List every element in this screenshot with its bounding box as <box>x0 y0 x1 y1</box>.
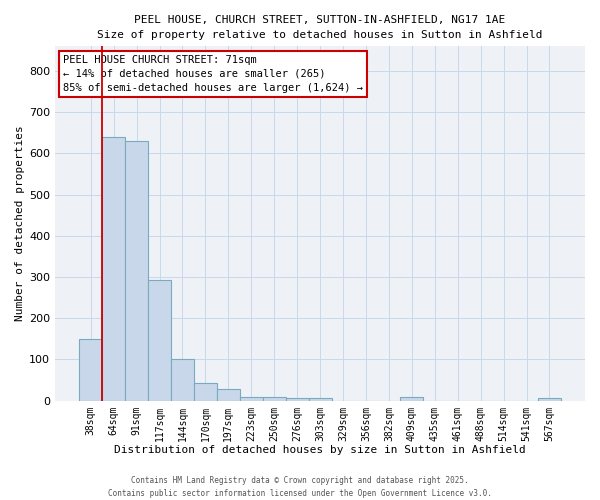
Bar <box>217 389 240 400</box>
Title: PEEL HOUSE, CHURCH STREET, SUTTON-IN-ASHFIELD, NG17 1AE
Size of property relativ: PEEL HOUSE, CHURCH STREET, SUTTON-IN-ASH… <box>97 15 543 40</box>
X-axis label: Distribution of detached houses by size in Sutton in Ashfield: Distribution of detached houses by size … <box>114 445 526 455</box>
Bar <box>286 398 308 400</box>
Bar <box>194 383 217 400</box>
Bar <box>148 280 171 400</box>
Text: Contains HM Land Registry data © Crown copyright and database right 2025.
Contai: Contains HM Land Registry data © Crown c… <box>108 476 492 498</box>
Bar <box>263 396 286 400</box>
Bar <box>171 358 194 401</box>
Bar <box>400 398 423 400</box>
Bar <box>102 137 125 400</box>
Bar <box>240 396 263 400</box>
Y-axis label: Number of detached properties: Number of detached properties <box>15 126 25 322</box>
Text: PEEL HOUSE CHURCH STREET: 71sqm
← 14% of detached houses are smaller (265)
85% o: PEEL HOUSE CHURCH STREET: 71sqm ← 14% of… <box>63 55 363 93</box>
Bar <box>308 398 332 400</box>
Bar <box>79 339 102 400</box>
Bar <box>538 398 561 400</box>
Bar <box>125 141 148 401</box>
